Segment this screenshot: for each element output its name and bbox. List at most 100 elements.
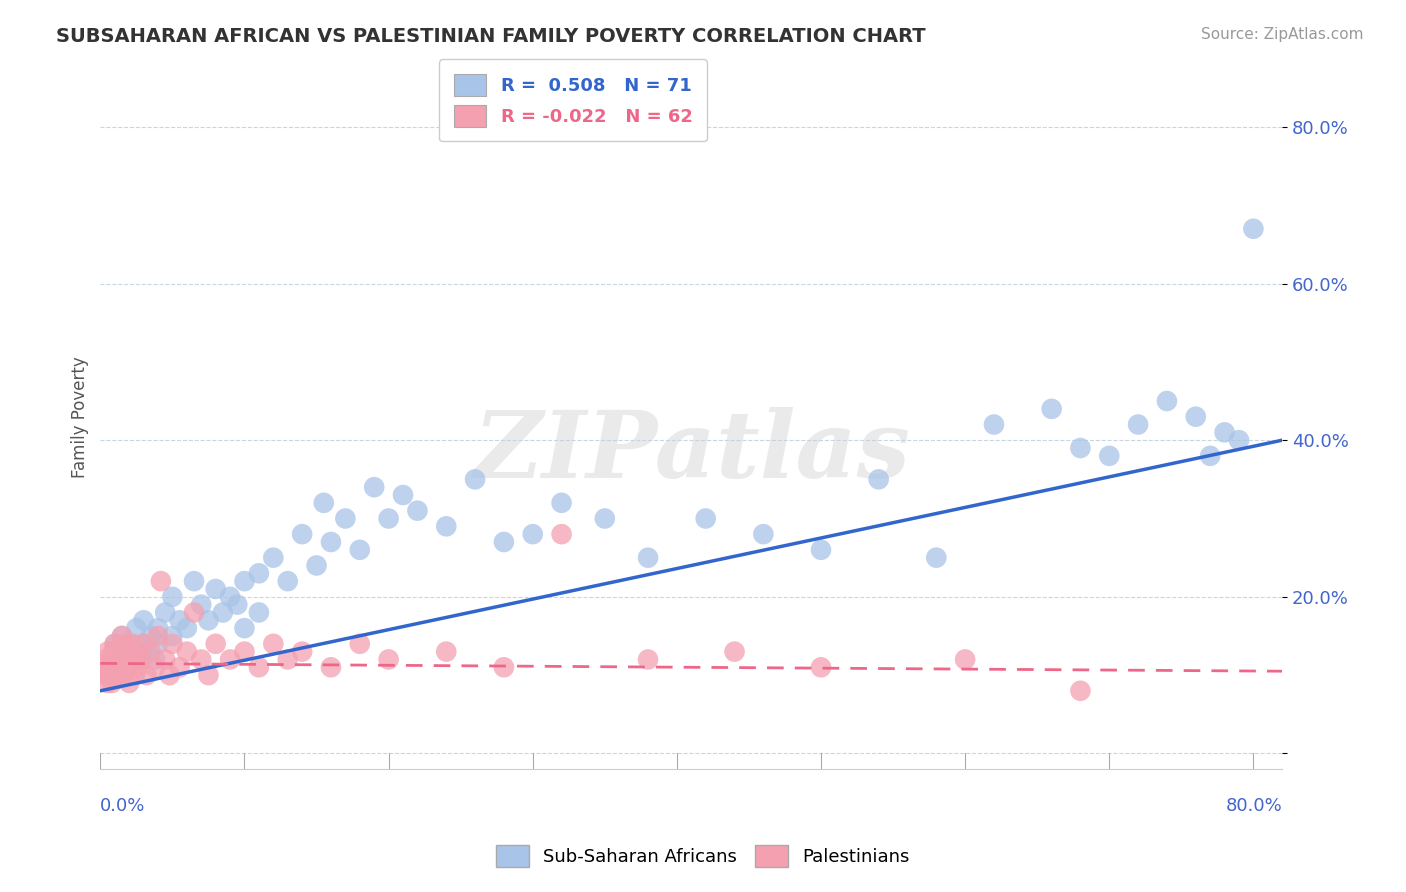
Point [183, 574, 205, 589]
Point [197, 613, 219, 627]
Point [117, 660, 139, 674]
Point [434, 645, 457, 659]
Point [247, 566, 270, 581]
Point [277, 574, 299, 589]
Point [100, 660, 122, 674]
Point [868, 472, 890, 486]
Point [127, 660, 149, 674]
Point [319, 660, 342, 674]
Point [146, 621, 169, 635]
Point [176, 621, 198, 635]
Point [101, 676, 124, 690]
Point [124, 668, 146, 682]
Point [118, 676, 141, 690]
Point [118, 645, 141, 659]
Point [104, 660, 127, 674]
Point [349, 637, 371, 651]
Point [291, 645, 314, 659]
Point [1069, 683, 1091, 698]
Point [114, 652, 136, 666]
Point [115, 637, 138, 651]
Point [132, 637, 155, 651]
Point [1184, 409, 1206, 424]
Point [550, 496, 572, 510]
Point [312, 496, 335, 510]
Point [94, 652, 117, 666]
Point [319, 535, 342, 549]
Point [377, 652, 399, 666]
Point [434, 519, 457, 533]
Point [953, 652, 976, 666]
Point [637, 652, 659, 666]
Point [169, 660, 191, 674]
Point [262, 637, 284, 651]
Point [125, 621, 148, 635]
Point [1241, 221, 1264, 235]
Point [96, 645, 118, 659]
Point [291, 527, 314, 541]
Point [593, 511, 616, 525]
Point [155, 606, 177, 620]
Point [121, 652, 143, 666]
Point [120, 652, 142, 666]
Legend: R =  0.508   N = 71, R = -0.022   N = 62: R = 0.508 N = 71, R = -0.022 N = 62 [439, 59, 707, 141]
Point [111, 645, 134, 659]
Point [522, 527, 544, 541]
Point [190, 652, 212, 666]
Point [212, 606, 235, 620]
Point [149, 574, 172, 589]
Point [233, 621, 256, 635]
Point [1227, 433, 1250, 447]
Point [1126, 417, 1149, 432]
Point [111, 629, 134, 643]
Point [155, 652, 177, 666]
Point [103, 645, 125, 659]
Point [111, 660, 134, 674]
Point [233, 574, 256, 589]
Point [112, 668, 135, 682]
Point [101, 652, 124, 666]
Point [104, 637, 127, 651]
Point [129, 652, 152, 666]
Point [135, 668, 157, 682]
Point [98, 668, 121, 682]
Point [105, 660, 128, 674]
Point [492, 660, 515, 674]
Point [349, 542, 371, 557]
Point [125, 645, 148, 659]
Point [335, 511, 357, 525]
Point [139, 629, 162, 643]
Point [169, 613, 191, 627]
Text: SUBSAHARAN AFRICAN VS PALESTINIAN FAMILY POVERTY CORRELATION CHART: SUBSAHARAN AFRICAN VS PALESTINIAN FAMILY… [56, 27, 927, 45]
Point [1069, 441, 1091, 455]
Point [1156, 394, 1178, 409]
Point [143, 652, 166, 666]
Point [1213, 425, 1236, 440]
Point [377, 511, 399, 525]
Point [363, 480, 385, 494]
Point [464, 472, 486, 486]
Point [1040, 401, 1063, 416]
Point [162, 637, 184, 651]
Point [204, 637, 226, 651]
Text: ZIPatlas: ZIPatlas [472, 407, 910, 497]
Point [162, 590, 184, 604]
Point [135, 645, 157, 659]
Point [121, 637, 143, 651]
Point [305, 558, 328, 573]
Point [983, 417, 1005, 432]
Point [190, 598, 212, 612]
Point [277, 652, 299, 666]
Point [1199, 449, 1222, 463]
Point [104, 637, 127, 651]
Point [107, 652, 129, 666]
Point [392, 488, 415, 502]
Point [219, 590, 242, 604]
Point [695, 511, 717, 525]
Point [1098, 449, 1121, 463]
Point [129, 652, 152, 666]
Point [101, 652, 124, 666]
Point [146, 629, 169, 643]
Text: 0.0%: 0.0% [100, 797, 146, 815]
Point [226, 598, 249, 612]
